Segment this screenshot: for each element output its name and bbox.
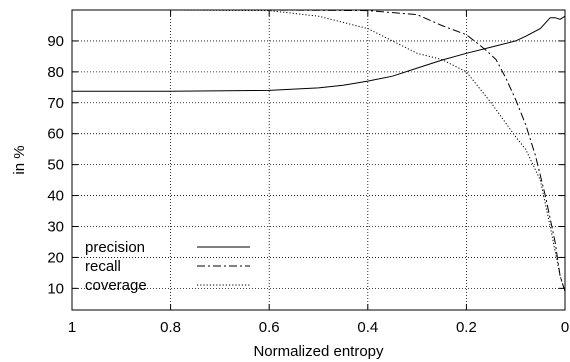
y-tick-label: 30 <box>47 218 64 235</box>
y-axis-label: in % <box>11 145 28 174</box>
series-line-recall <box>72 9 566 292</box>
x-tick-label: 0.4 <box>357 319 378 336</box>
y-tick-label: 70 <box>47 95 64 112</box>
legend-label-recall: recall <box>85 258 121 275</box>
x-tick-label: 0.2 <box>456 319 477 336</box>
x-tick-label: 0.6 <box>259 319 280 336</box>
legend-label-coverage: coverage <box>85 277 147 294</box>
y-tick-label: 40 <box>47 188 64 205</box>
legend-label-precision: precision <box>85 239 145 256</box>
x-axis-label: Normalized entropy <box>253 343 384 360</box>
series-line-coverage <box>72 9 566 292</box>
x-tick-label: 0.8 <box>160 319 181 336</box>
y-tick-label: 50 <box>47 157 64 174</box>
x-tick-label: 0 <box>561 319 569 336</box>
series-line-precision <box>72 15 566 92</box>
legend: precision recall coverage <box>85 239 250 294</box>
axis-ticks: 10 20 30 40 50 60 70 80 90 1 0.8 0.6 0.4 0.2 0 <box>47 10 569 336</box>
series-lines <box>72 9 566 292</box>
y-tick-label: 80 <box>47 64 64 81</box>
y-tick-label: 60 <box>47 126 64 143</box>
y-tick-label: 20 <box>47 249 64 266</box>
y-tick-label: 90 <box>47 33 64 50</box>
plot-frame <box>71 9 566 311</box>
x-tick-label: 1 <box>68 319 76 336</box>
grid-lines <box>71 10 566 310</box>
y-tick-label: 10 <box>47 280 64 297</box>
